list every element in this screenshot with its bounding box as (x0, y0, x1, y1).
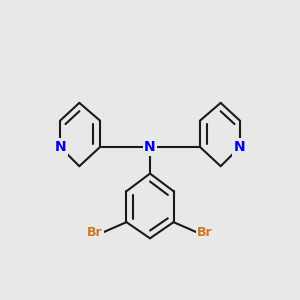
Text: N: N (234, 140, 246, 154)
Text: N: N (144, 140, 156, 154)
Text: N: N (54, 140, 66, 154)
Text: Br: Br (87, 226, 103, 239)
Text: Br: Br (197, 226, 213, 239)
